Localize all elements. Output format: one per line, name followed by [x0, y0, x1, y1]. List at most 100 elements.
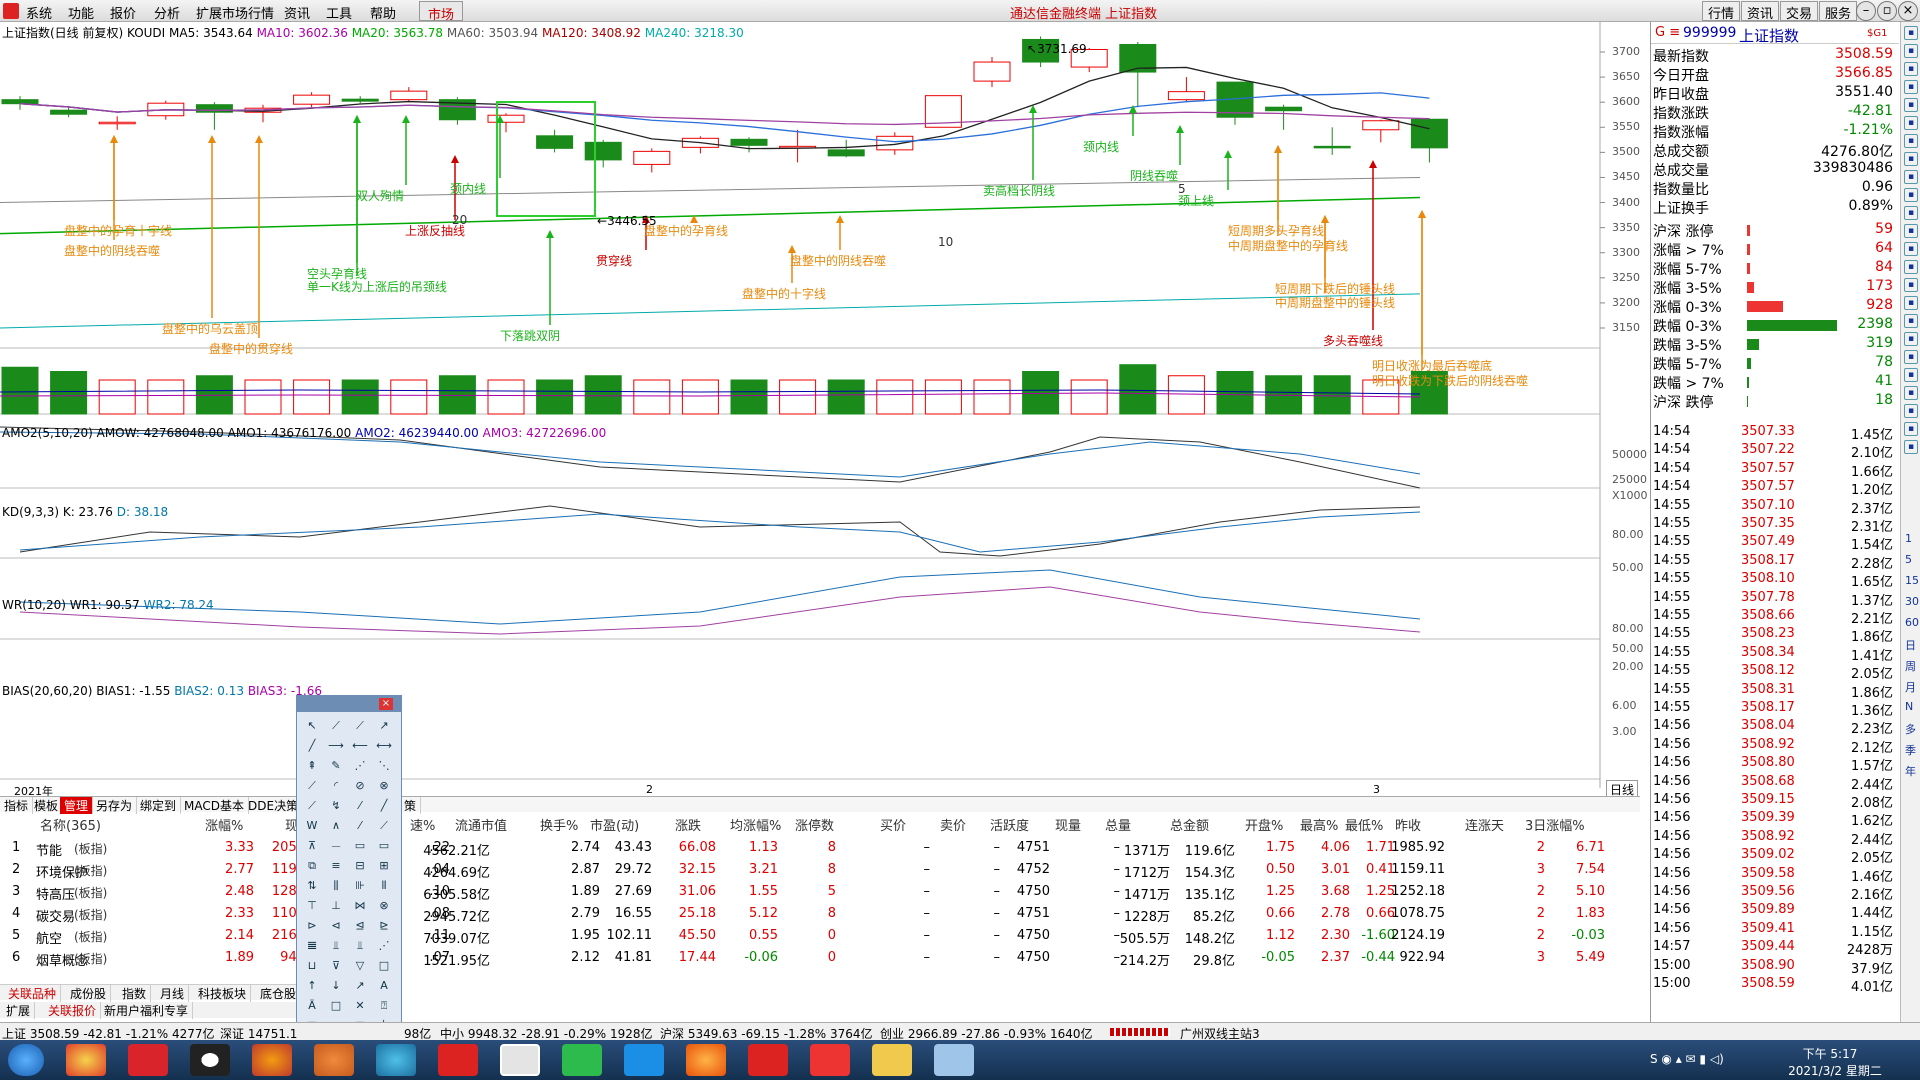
period-button[interactable]: 30 [1905, 595, 1919, 608]
table-header-cell[interactable]: 活跃度 [990, 819, 1030, 834]
firefox-icon[interactable] [686, 1044, 726, 1076]
drawing-tool-icon[interactable]: ⟋ [308, 799, 316, 812]
drawing-tool-icon[interactable]: ⟷ [376, 739, 392, 752]
side-tool-icon[interactable]: ▪ [1904, 170, 1918, 184]
tab-related[interactable]: 关联品种 [4, 985, 62, 1002]
period-button[interactable]: 周 [1905, 660, 1916, 673]
menu-analysis[interactable]: 分析 [154, 7, 181, 22]
tdx-app-icon[interactable] [128, 1044, 168, 1076]
side-tool-icon[interactable]: ▪ [1904, 62, 1918, 76]
close-icon[interactable]: × [1898, 1, 1918, 21]
drawing-tool-icon[interactable]: W [306, 819, 318, 832]
side-tool-icon[interactable]: ▪ [1904, 314, 1918, 328]
drawing-tool-icon[interactable]: ⊽ [331, 959, 341, 972]
tab-monthly[interactable]: 月线 [156, 985, 190, 1002]
restore-icon[interactable]: ▫ [1877, 1, 1897, 21]
side-tool-icon[interactable]: ▪ [1904, 26, 1918, 40]
drawing-tool-icon[interactable]: ⟋ [380, 819, 388, 832]
side-tool-icon[interactable]: ▪ [1904, 404, 1918, 418]
menu-news[interactable]: 资讯 [284, 7, 311, 22]
drawing-tool-icon[interactable]: ⍰ [380, 999, 388, 1012]
period-button[interactable]: 季 [1905, 744, 1916, 757]
tab-indicator[interactable]: 指标 [0, 797, 34, 814]
app-icon-6[interactable] [376, 1044, 416, 1076]
drawing-tool-icon[interactable]: ✕ [355, 999, 365, 1012]
drawing-tool-icon[interactable]: ⁄ [359, 819, 361, 832]
table-header-cell[interactable]: 名称(365) [40, 819, 101, 834]
table-header-cell[interactable]: 市盈(动) [590, 819, 640, 834]
drawing-tool-icon[interactable]: ⊪ [355, 879, 365, 892]
period-button[interactable]: 月 [1905, 681, 1916, 694]
tab-macd[interactable]: MACD基本 [180, 797, 249, 814]
tdx-active-icon[interactable] [500, 1044, 540, 1076]
side-tool-icon[interactable]: ▪ [1904, 440, 1918, 454]
drawing-tool-icon[interactable]: ⊵ [379, 919, 389, 932]
table-header-cell[interactable]: 涨停数 [795, 819, 835, 834]
wechat-icon[interactable] [562, 1044, 602, 1076]
drawing-tool-icon[interactable]: ⋱ [378, 759, 390, 772]
drawing-tool-icon[interactable]: □ [330, 999, 342, 1012]
drawing-tool-icon[interactable]: ⊥ [331, 899, 341, 912]
drawing-tool-icon[interactable]: ⊗ [379, 899, 389, 912]
tab-dde[interactable]: DDE决策 [244, 797, 304, 814]
drawing-toolbar-titlebar[interactable] [297, 696, 401, 712]
side-tool-icon[interactable]: ▪ [1904, 98, 1918, 112]
period-button[interactable]: 60 [1905, 616, 1919, 629]
drawing-tool-icon[interactable]: ⟋ [308, 779, 316, 792]
table-header-cell[interactable]: 最低% [1345, 819, 1384, 834]
app-icon-4[interactable] [252, 1044, 292, 1076]
wps-icon[interactable] [810, 1044, 850, 1076]
table-header-cell[interactable]: 3日涨幅% [1525, 819, 1585, 834]
drawing-tool-icon[interactable]: ⊘ [355, 779, 365, 792]
tab-strategy[interactable]: 策 [400, 797, 422, 814]
chrome-icon[interactable] [66, 1044, 106, 1076]
drawing-tool-icon[interactable]: ⇞ [307, 759, 317, 772]
side-tool-icon[interactable]: ▪ [1904, 242, 1918, 256]
drawing-tool-icon[interactable]: ⋰ [354, 759, 366, 772]
side-tool-icon[interactable]: ▪ [1904, 188, 1918, 202]
side-tool-icon[interactable]: ▪ [1904, 296, 1918, 310]
drawing-tool-icon[interactable]: ◜ [333, 779, 339, 792]
drawing-tool-icon[interactable]: ⊤ [307, 899, 317, 912]
tab-manage[interactable]: 管理 [60, 797, 94, 814]
btn-trade[interactable]: 交易 [1780, 1, 1819, 22]
minimize-icon[interactable]: – [1856, 1, 1876, 21]
tray-icons[interactable]: S ◉ ▴ ✉ ▮ ◁) [1650, 1052, 1724, 1066]
side-tool-icon[interactable]: ▪ [1904, 350, 1918, 364]
period-button[interactable]: 1 [1905, 532, 1912, 545]
qq-icon[interactable] [190, 1044, 230, 1076]
table-header-cell[interactable]: 总金额 [1170, 819, 1210, 834]
period-button[interactable]: N [1905, 700, 1914, 713]
drawing-tool-icon[interactable]: ⊟ [355, 859, 365, 872]
side-tool-icon[interactable]: ▪ [1904, 134, 1918, 148]
side-tool-icon[interactable]: ▪ [1904, 422, 1918, 436]
drawing-tool-icon[interactable]: ⇅ [307, 879, 317, 892]
drawing-tool-icon[interactable]: ⟵ [352, 739, 368, 752]
drawing-tool-icon[interactable]: ⊲ [331, 919, 341, 932]
drawing-tool-icon[interactable]: ⊗ [379, 779, 389, 792]
drawing-tool-icon[interactable]: ⫫ [356, 939, 364, 952]
tab-tech[interactable]: 科技板块 [194, 985, 252, 1002]
btn-news[interactable]: 资讯 [1741, 1, 1780, 22]
drawing-tool-icon[interactable]: ╱ [308, 739, 316, 752]
cards-icon[interactable] [438, 1044, 478, 1076]
table-header-cell[interactable]: 速% [410, 819, 436, 834]
app-icon-5[interactable] [314, 1044, 354, 1076]
drawing-tool-icon[interactable]: ↗ [355, 979, 365, 992]
drawing-tool-icon[interactable]: ↯ [331, 799, 341, 812]
close-icon[interactable]: × [379, 698, 393, 710]
drawing-tool-icon[interactable]: ⋈ [354, 899, 366, 912]
table-header-cell[interactable]: 开盘% [1245, 819, 1284, 834]
side-tool-icon[interactable]: ▪ [1904, 260, 1918, 274]
drawing-tool-icon[interactable]: ⫫ [332, 939, 340, 952]
app-icon-10[interactable] [624, 1044, 664, 1076]
tab-index[interactable]: 指数 [118, 985, 152, 1002]
drawing-tool-icon[interactable]: ↓ [331, 979, 341, 992]
drawing-tool-icon[interactable]: ⊞ [379, 859, 389, 872]
drawing-tool-icon[interactable]: ▽ [355, 959, 365, 972]
drawing-tool-icon[interactable]: ⊳ [307, 919, 317, 932]
table-header-cell[interactable]: 最高% [1300, 819, 1339, 834]
period-button[interactable]: 年 [1905, 765, 1916, 778]
table-header-cell[interactable]: 卖价 [940, 819, 967, 834]
drawing-tool-icon[interactable]: ⏤ [331, 839, 341, 852]
